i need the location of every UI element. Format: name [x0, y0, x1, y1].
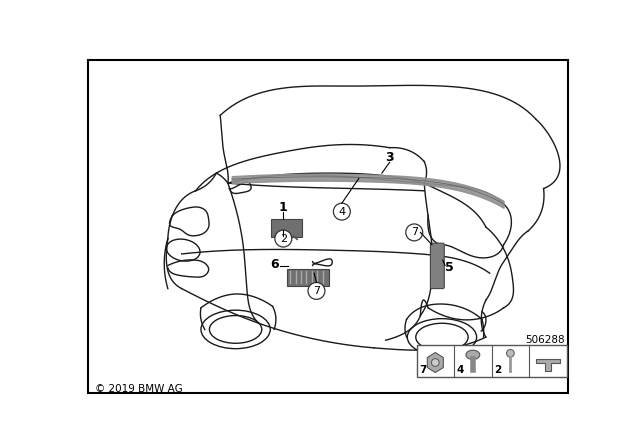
Text: 7: 7	[411, 228, 418, 237]
Text: 7: 7	[313, 286, 320, 296]
Text: 5: 5	[445, 261, 454, 274]
Circle shape	[333, 203, 350, 220]
Text: 1: 1	[279, 201, 288, 214]
Text: 2: 2	[280, 233, 287, 244]
FancyBboxPatch shape	[431, 243, 444, 289]
FancyBboxPatch shape	[271, 219, 302, 237]
Text: 3: 3	[385, 151, 394, 164]
Bar	[417, 345, 566, 377]
Ellipse shape	[466, 350, 480, 359]
Text: 4: 4	[339, 207, 346, 217]
FancyBboxPatch shape	[287, 269, 329, 285]
Polygon shape	[428, 353, 444, 373]
Polygon shape	[536, 359, 560, 371]
Text: 7: 7	[420, 365, 427, 375]
Circle shape	[406, 224, 422, 241]
Circle shape	[431, 359, 439, 366]
Circle shape	[275, 230, 292, 247]
Circle shape	[506, 349, 515, 357]
Text: © 2019 BMW AG: © 2019 BMW AG	[95, 383, 183, 394]
Text: 6: 6	[270, 258, 278, 271]
Text: 506288: 506288	[525, 335, 565, 345]
Text: 2: 2	[494, 365, 501, 375]
Circle shape	[308, 282, 325, 299]
Text: 4: 4	[456, 365, 464, 375]
